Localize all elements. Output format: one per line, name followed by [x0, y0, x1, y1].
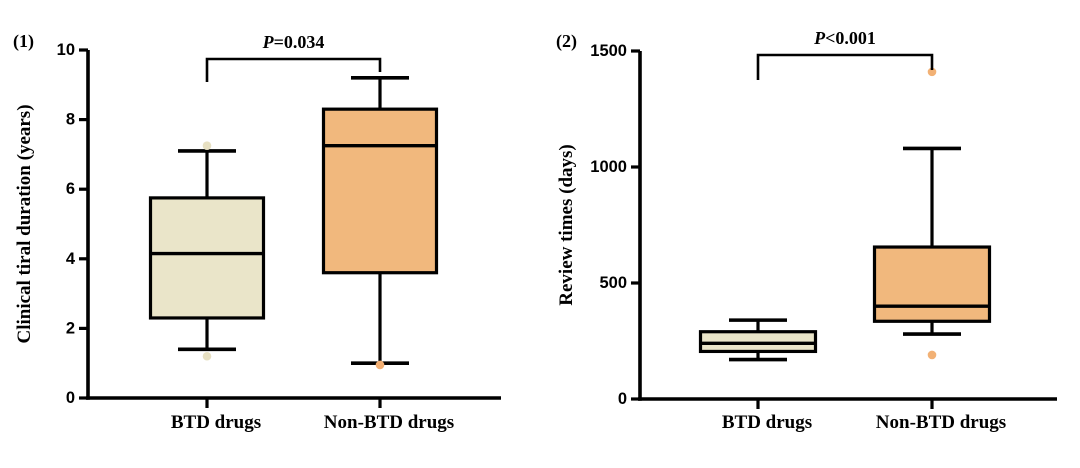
iqr-box — [321, 107, 439, 275]
box-plot-non-btd-drugs — [872, 67, 992, 360]
y-tick-label: 500 — [599, 274, 627, 292]
x-category-label-non-btd-drugs: Non-BTD drugs — [876, 412, 1006, 433]
box-plot-non-btd-drugs — [321, 76, 439, 370]
panel-1: (1) 0 2 4 6 8 10 Clinical tiral duration (years… — [13, 31, 501, 433]
iqr-box — [872, 245, 992, 323]
box-plot-btd-drugs — [148, 141, 266, 361]
y-tick-label: 4 — [66, 250, 76, 268]
box-plot-btd-drugs — [698, 318, 818, 362]
y-axis-title: Clinical tiral duration (years) — [14, 104, 35, 343]
p-value-label: P=0.034 — [262, 32, 325, 52]
x-category-label-btd-drugs: BTD drugs — [722, 412, 812, 433]
x-category-label-non-btd-drugs: Non-BTD drugs — [324, 412, 454, 433]
y-tick-label: 1000 — [590, 158, 627, 176]
outlier-point — [375, 360, 385, 370]
significance-bracket — [205, 57, 382, 82]
y-tick-label: 10 — [57, 41, 75, 59]
iqr-box — [148, 196, 266, 320]
y-tick-label: 0 — [618, 390, 627, 408]
iqr-box — [698, 330, 818, 354]
y-tick-label: 0 — [66, 389, 75, 407]
y-axis-title: Review times (days) — [556, 144, 577, 305]
panel-2: (2) 0 500 1000 1500 Review times (days) BTD dr… — [556, 28, 1057, 433]
y-tick-label: 8 — [66, 111, 75, 129]
panel-label: (2) — [556, 31, 577, 52]
x-category-label-btd-drugs: BTD drugs — [171, 412, 261, 433]
y-tick-label: 6 — [66, 180, 75, 198]
significance-bracket — [756, 53, 934, 80]
outlier-point — [202, 141, 212, 150]
p-value-label: P<0.001 — [813, 28, 876, 48]
outlier-point — [202, 351, 212, 361]
y-tick-label: 1500 — [590, 42, 627, 60]
y-tick-label: 2 — [66, 319, 75, 337]
outlier-point — [927, 67, 937, 77]
panel-label: (1) — [13, 31, 34, 52]
outlier-point — [927, 350, 937, 360]
